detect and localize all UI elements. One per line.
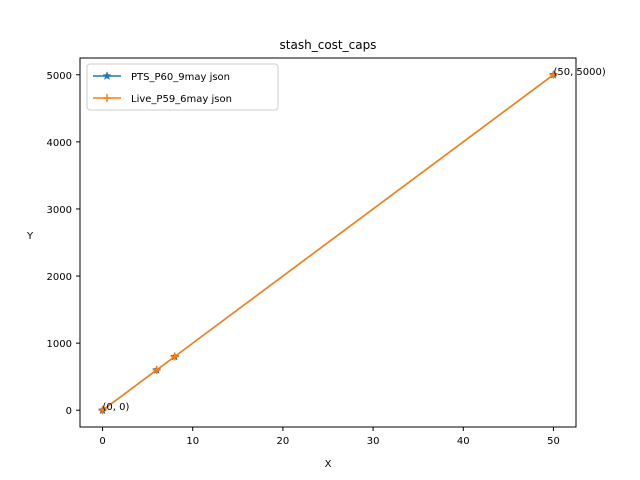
legend-label: Live_P59_6may json xyxy=(131,94,232,105)
legend-item: Live_P59_6may json xyxy=(93,94,232,105)
x-tick-label: 30 xyxy=(367,436,380,447)
legend-marker xyxy=(103,94,111,102)
y-tick-label: 1000 xyxy=(47,339,72,350)
plot-frame xyxy=(79,57,577,428)
x-axis-label: X xyxy=(325,459,332,470)
data-point-marker xyxy=(152,365,161,374)
point-annotation: (0, 0) xyxy=(103,402,130,413)
legend-marker xyxy=(102,71,112,80)
x-tick-label: 0 xyxy=(99,436,105,447)
annotations: (0, 0) (50, 5000) xyxy=(103,67,606,413)
legend: PTS_P60_9may json Live_P59_6may json xyxy=(86,63,279,111)
point-annotation: (50, 5000) xyxy=(553,67,605,78)
legend-box xyxy=(86,63,279,111)
x-tick-label: 40 xyxy=(457,436,470,447)
y-tick-label: 2000 xyxy=(47,272,72,283)
data-point-marker xyxy=(98,406,107,415)
y-tick-label: 3000 xyxy=(47,205,72,216)
data-point-marker xyxy=(170,352,179,361)
y-axis-ticks: 0 1000 2000 3000 4000 5000 xyxy=(47,71,80,417)
legend-label: PTS_P60_9may json xyxy=(131,72,230,83)
y-tick-label: 5000 xyxy=(47,71,72,82)
series-line xyxy=(102,74,554,411)
series-layer xyxy=(97,69,559,415)
series-2 xyxy=(98,70,558,415)
data-point-marker xyxy=(549,70,558,79)
y-tick-label: 4000 xyxy=(47,138,72,149)
x-axis-ticks: 0 10 20 30 40 50 xyxy=(99,427,560,447)
chart-title: stash_cost_caps xyxy=(280,38,377,52)
y-axis-label: Y xyxy=(26,231,34,242)
x-tick-label: 20 xyxy=(277,436,290,447)
legend-item: PTS_P60_9may json xyxy=(93,71,230,83)
y-tick-label: 0 xyxy=(66,406,72,417)
x-tick-label: 50 xyxy=(547,436,560,447)
x-tick-label: 10 xyxy=(186,436,199,447)
